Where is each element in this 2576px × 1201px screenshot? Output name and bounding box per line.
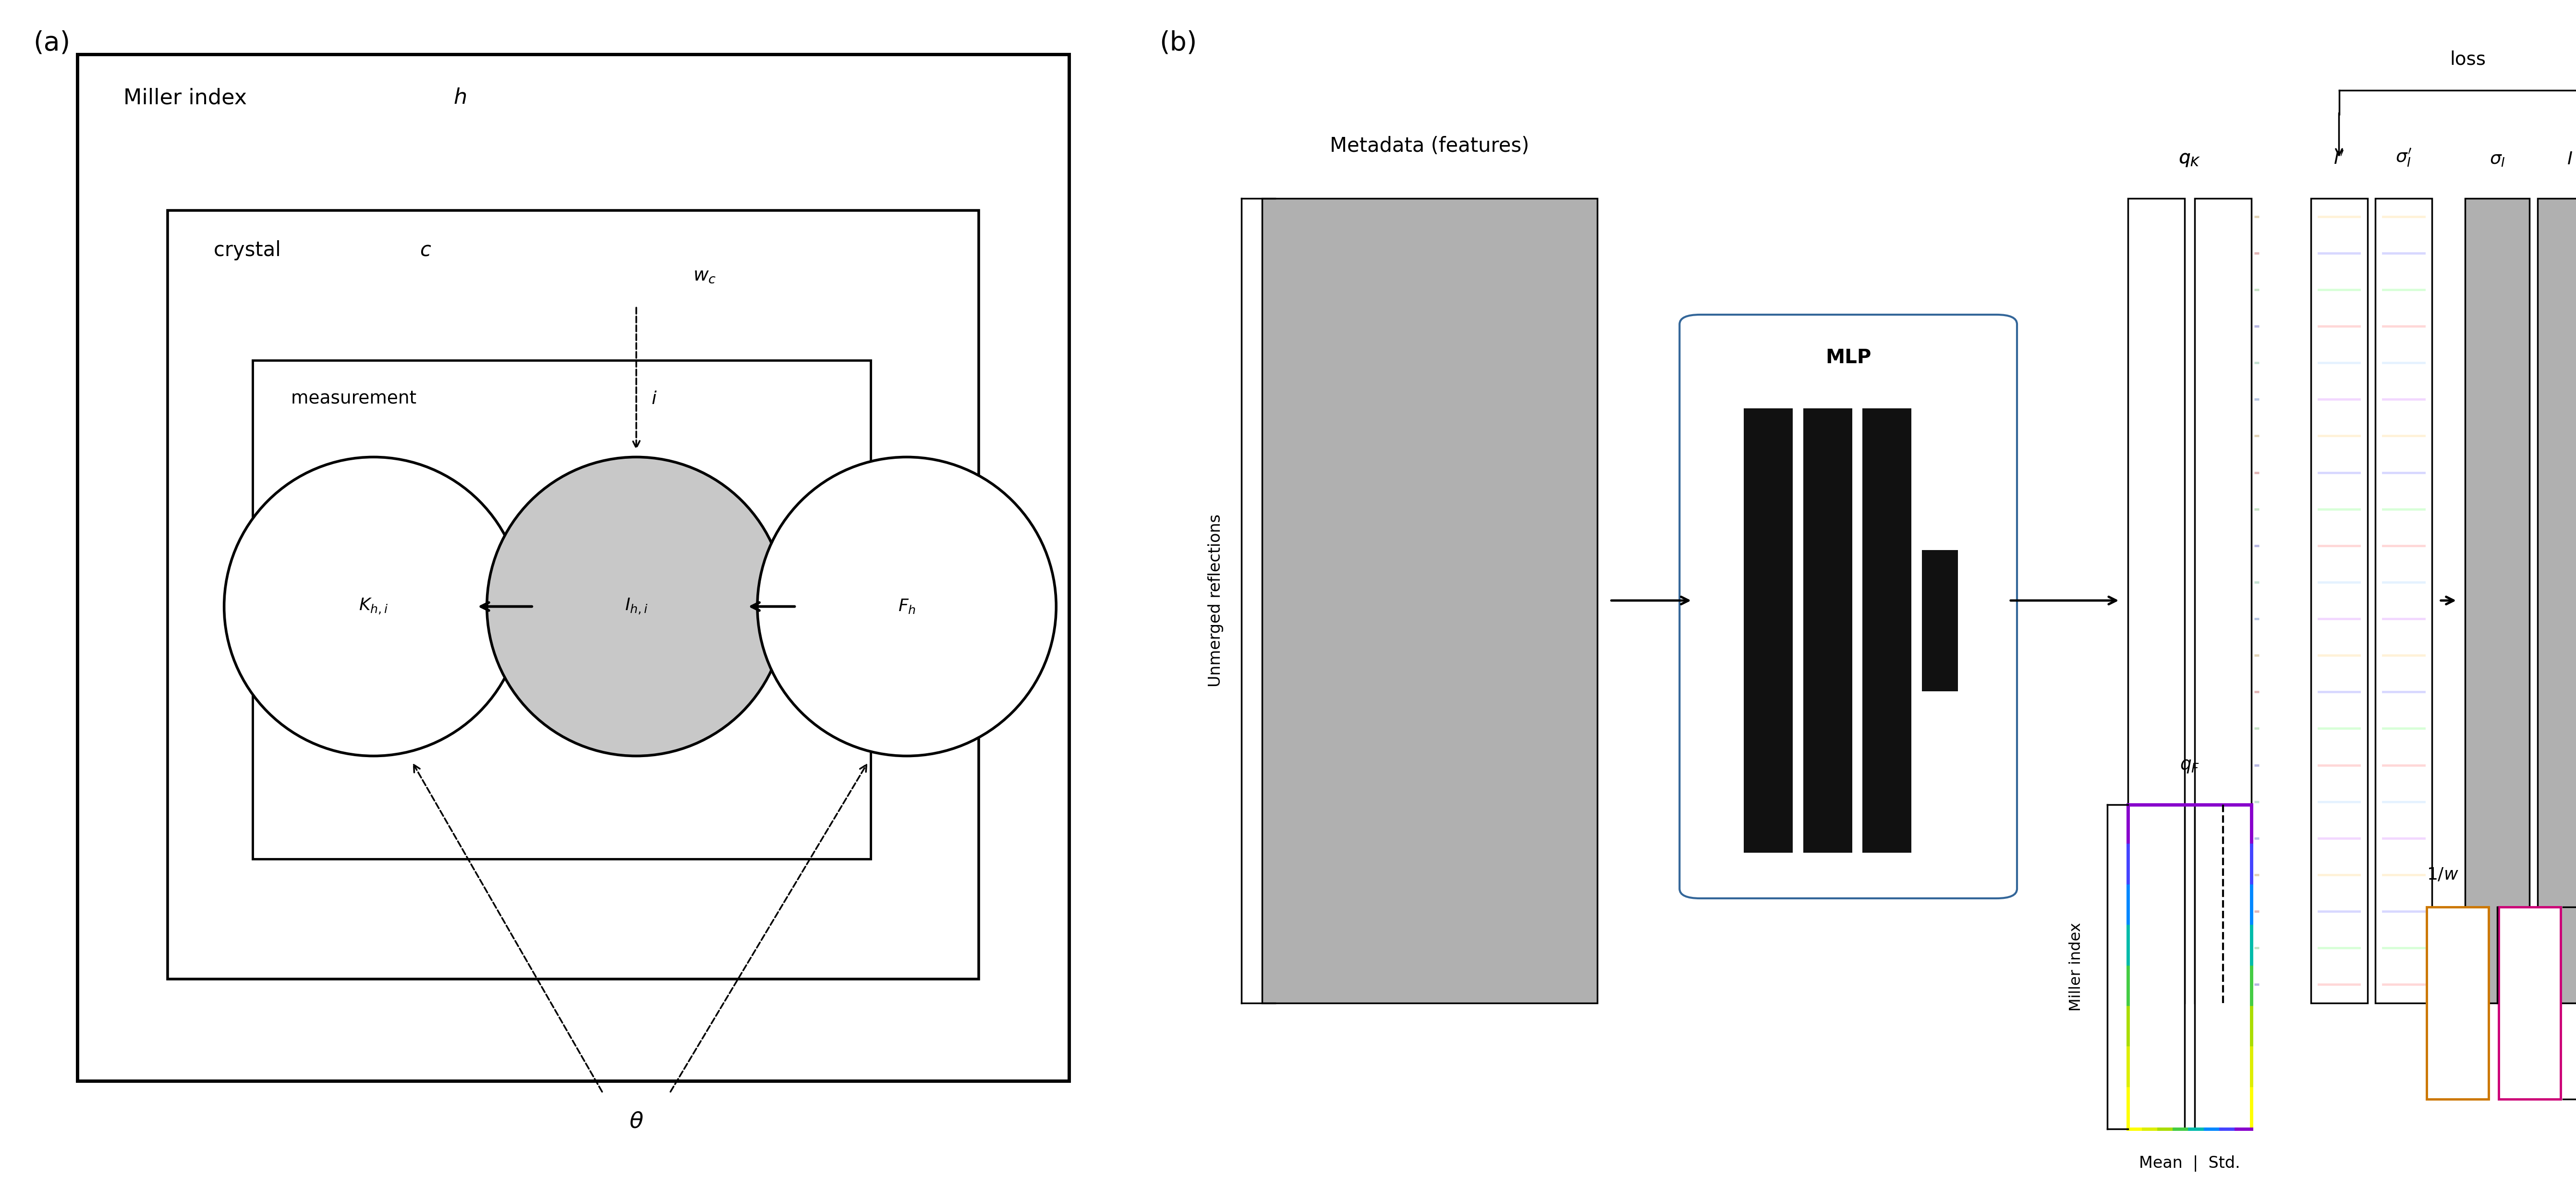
FancyBboxPatch shape [2465,198,2530,1003]
Text: $q_F$: $q_F$ [2179,758,2200,775]
Text: $q_K$: $q_K$ [2179,151,2200,168]
Text: $F_h$: $F_h$ [899,598,914,615]
FancyBboxPatch shape [2499,907,2561,1099]
FancyBboxPatch shape [2128,805,2184,1129]
Text: (a): (a) [33,30,70,56]
FancyBboxPatch shape [2128,198,2184,1003]
Text: Metadata (features): Metadata (features) [1329,136,1530,156]
FancyBboxPatch shape [1262,198,1597,1003]
Text: $\theta$: $\theta$ [629,1111,644,1133]
Ellipse shape [487,458,786,755]
Text: $K_{h,i}$: $K_{h,i}$ [358,597,389,616]
FancyBboxPatch shape [2311,198,2367,1003]
Ellipse shape [224,458,523,755]
Text: i: i [652,390,657,407]
Text: loss: loss [2450,50,2486,68]
Text: $w_c$: $w_c$ [693,267,716,285]
Text: $\sigma_I$: $\sigma_I$ [2488,151,2506,168]
FancyBboxPatch shape [2195,805,2251,1129]
Text: MLP: MLP [1826,348,1870,368]
Text: $\sigma_I'$: $\sigma_I'$ [2396,147,2411,168]
Text: measurement: measurement [291,390,422,407]
FancyBboxPatch shape [252,360,871,859]
Ellipse shape [757,458,1056,755]
FancyBboxPatch shape [2537,198,2576,1003]
Text: $I_{h,i}$: $I_{h,i}$ [623,597,649,616]
Text: h: h [453,88,466,108]
Text: $1/w$: $1/w$ [2427,866,2458,883]
Text: Mean  |  Std.: Mean | Std. [2138,1155,2241,1172]
Text: c: c [420,240,430,261]
Text: (b): (b) [1159,30,1198,56]
Text: $I$: $I$ [2566,151,2573,168]
FancyBboxPatch shape [2195,198,2251,1003]
Text: Unmerged reflections: Unmerged reflections [1208,514,1224,687]
FancyBboxPatch shape [167,210,979,979]
FancyBboxPatch shape [1744,408,1793,853]
Text: Miller index: Miller index [2069,922,2084,1011]
FancyBboxPatch shape [1680,315,2017,898]
Text: Miller index: Miller index [124,88,255,108]
Text: $q_K$: $q_K$ [2179,150,2200,168]
FancyBboxPatch shape [1803,408,1852,853]
FancyBboxPatch shape [2375,198,2432,1003]
Text: crystal: crystal [214,240,289,261]
FancyBboxPatch shape [1922,550,1958,691]
FancyBboxPatch shape [2427,907,2488,1099]
FancyBboxPatch shape [1862,408,1911,853]
Text: $I'$: $I'$ [2334,151,2344,168]
FancyBboxPatch shape [77,54,1069,1081]
